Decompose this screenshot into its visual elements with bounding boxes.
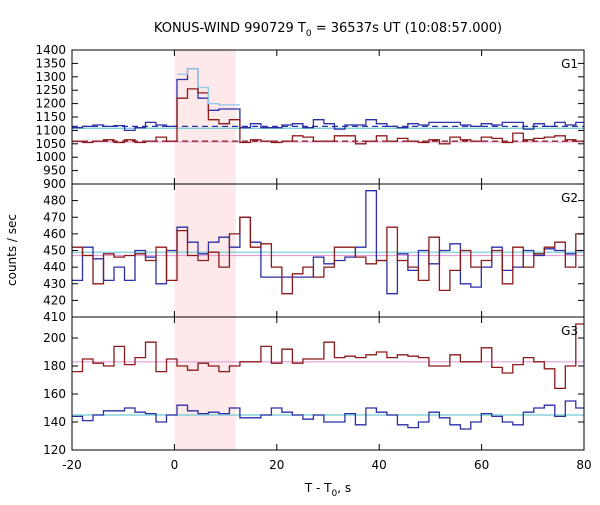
xtick-label: -20: [62, 458, 82, 472]
ytick-label: 1350: [35, 56, 66, 70]
panel-g2: 410 420 430 440 450 460 470 480 G2: [43, 183, 585, 324]
xtick-label: 40: [372, 458, 387, 472]
ytick-label: 1150: [35, 110, 66, 124]
series-g3-1: [72, 400, 584, 430]
series-g2-0: [72, 190, 584, 295]
panel-label-g3: G3: [561, 324, 578, 338]
series-g1-0: [72, 68, 584, 132]
ytick-label: 460: [43, 227, 66, 241]
panel-label-g2: G2: [561, 191, 578, 205]
series-g2-1: [72, 216, 584, 295]
highlight-band: [174, 50, 236, 450]
ytick-label: 1400: [35, 43, 66, 57]
ytick-label: 480: [43, 194, 66, 208]
ytick-label: 410: [43, 310, 66, 324]
ytick-label: 160: [43, 387, 66, 401]
ytick-label: 120: [43, 443, 66, 457]
panel-label-g1: G1: [561, 57, 578, 71]
panel-frame-g1: [71, 49, 585, 185]
ytick-label: 420: [43, 293, 66, 307]
ytick-label: 440: [43, 260, 66, 274]
series-g1-1: [72, 88, 584, 145]
ytick-label: 1250: [35, 83, 66, 97]
xtick-label: 80: [576, 458, 591, 472]
ytick-label: 200: [43, 331, 66, 345]
xtick-label: 0: [171, 458, 179, 472]
series-g1-2: [177, 68, 240, 106]
panel-g3: 120 140 160 180 200 G3: [43, 316, 585, 457]
chart-plot-group: 9009501000105011001150120012501300135014…: [35, 43, 591, 472]
ytick-label: 950: [43, 164, 66, 178]
y-axis-label: counts / sec: [5, 214, 19, 286]
ytick-label: 1000: [35, 150, 66, 164]
series-g3-0: [72, 323, 584, 390]
panel-g1: 9009501000105011001150120012501300135014…: [35, 43, 585, 191]
panel-frame-g3: [71, 316, 585, 451]
ytick-label: 470: [43, 210, 66, 224]
ytick-label: 430: [43, 277, 66, 291]
ytick-label: 1200: [35, 97, 66, 111]
ytick-label: 1300: [35, 70, 66, 84]
xtick-label: 20: [269, 458, 284, 472]
ytick-label: 1100: [35, 123, 66, 137]
ytick-label: 180: [43, 359, 66, 373]
xtick-label: 60: [474, 458, 489, 472]
chart-title: KONUS-WIND 990729 T0 = 36537s UT (10:08:…: [154, 21, 502, 39]
ytick-label: 450: [43, 244, 66, 258]
panel-frame-g2: [71, 183, 585, 318]
ytick-label: 140: [43, 415, 66, 429]
ytick-label: 1050: [35, 137, 66, 151]
ytick-label: 900: [43, 177, 66, 191]
x-axis-label: T - T0, s: [304, 481, 351, 499]
